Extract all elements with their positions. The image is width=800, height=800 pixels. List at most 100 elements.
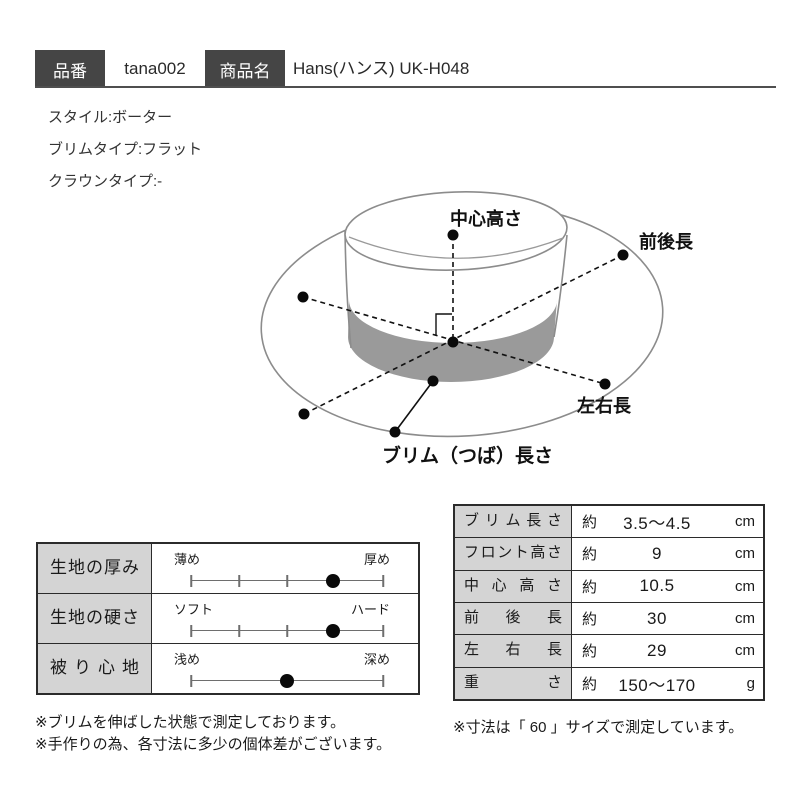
product-name-label: 商品名 bbox=[219, 61, 271, 81]
slider-min-label: 浅め bbox=[174, 652, 201, 667]
slider-min-label: ソフト bbox=[174, 602, 214, 617]
slider-row-label: 生地の硬さ bbox=[38, 594, 152, 643]
slider-scale bbox=[190, 623, 384, 638]
left-notes: ※ブリムを伸ばした状態で測定しております。 ※手作りの為、各寸法に多少の個体差が… bbox=[35, 712, 391, 756]
scale-tick bbox=[382, 624, 384, 637]
table-row: ブリム長さ 約 3.5〜4.5 cm bbox=[455, 506, 763, 539]
dot-front-back-left bbox=[298, 408, 310, 420]
note-handmade: ※手作りの為、各寸法に多少の個体差がございます。 bbox=[35, 736, 392, 753]
hat-crown-body bbox=[344, 231, 567, 343]
item-number-label: 品番 bbox=[53, 61, 87, 81]
approx-prefix: 約 bbox=[582, 578, 598, 596]
slider-value-dot bbox=[280, 673, 294, 688]
dot-front-back-right bbox=[617, 249, 629, 261]
brim-length-line bbox=[394, 380, 434, 433]
slider-value-dot bbox=[326, 623, 341, 638]
measurement-number: 29 bbox=[647, 640, 667, 660]
table-row: 左右長 約 29 cm bbox=[455, 635, 763, 668]
dot-left-right-right bbox=[599, 378, 611, 390]
measurement-value-cell: 約 150〜170 g bbox=[572, 667, 763, 699]
table-row: 重さ 約 150〜170 g bbox=[455, 667, 763, 699]
approx-prefix: 約 bbox=[582, 611, 598, 629]
dot-brim-inner bbox=[427, 375, 439, 387]
scale-tick bbox=[190, 574, 192, 587]
scale-tick bbox=[286, 574, 288, 587]
label-left-right: 左右長 bbox=[577, 395, 632, 416]
approx-prefix: 約 bbox=[582, 675, 598, 693]
table-row: 被り心地 浅め 深め bbox=[38, 644, 418, 693]
spec-brim-type: ブリムタイプ:フラット bbox=[48, 141, 203, 158]
measurement-label: 重さ bbox=[455, 667, 572, 699]
slider-minmax-labels: 薄め 厚め bbox=[174, 549, 390, 568]
slider-scale bbox=[190, 673, 384, 688]
header-underline bbox=[35, 86, 776, 88]
measurement-number: 3.5〜4.5 bbox=[623, 514, 691, 534]
table-row: 前後長 約 30 cm bbox=[455, 602, 763, 636]
slider-minmax-labels: ソフト ハード bbox=[174, 599, 390, 618]
slider-min-label: 薄め bbox=[174, 552, 201, 567]
measurement-value-cell: 約 29 cm bbox=[572, 635, 763, 667]
dot-left-right-left bbox=[297, 291, 309, 303]
right-angle-marker bbox=[435, 313, 452, 336]
slider-row-label: 被り心地 bbox=[38, 644, 152, 693]
measurement-unit: cm bbox=[735, 577, 755, 595]
slider-max-label: 厚め bbox=[363, 552, 390, 567]
approx-prefix: 約 bbox=[582, 643, 598, 661]
measurement-number: 10.5 bbox=[639, 576, 675, 596]
slider-row-label: 生地の厚み bbox=[38, 544, 152, 593]
hat-crown-rim-line bbox=[348, 236, 564, 259]
measurements-table: ブリム長さ 約 3.5〜4.5 cm フロント高さ 約 9 cm 中心高さ 約 … bbox=[453, 504, 765, 701]
slider-cell: 薄め 厚め bbox=[152, 544, 418, 593]
measurement-label: フロント高さ bbox=[455, 538, 572, 570]
slider-value-dot bbox=[326, 573, 341, 588]
measurement-value-cell: 約 30 cm bbox=[572, 602, 763, 635]
slider-minmax-labels: 浅め 深め bbox=[174, 649, 390, 668]
scale-tick bbox=[382, 674, 384, 687]
item-number-value: tana002 bbox=[124, 59, 186, 78]
measurement-unit: cm bbox=[735, 610, 755, 628]
product-name-label-box: 商品名 bbox=[205, 50, 285, 88]
measurement-value-cell: 約 10.5 cm bbox=[572, 570, 763, 602]
measurement-number: 30 bbox=[647, 608, 667, 628]
table-row: 生地の厚み 薄め 厚め bbox=[38, 544, 418, 594]
scale-tick bbox=[286, 624, 288, 637]
measurement-dots bbox=[297, 229, 629, 438]
note-size-60: ※寸法は「 60 」サイズで測定しています。 bbox=[453, 719, 744, 736]
dot-center-height-top bbox=[447, 229, 459, 241]
slider-cell: 浅め 深め bbox=[152, 644, 418, 693]
measurement-number: 9 bbox=[652, 543, 662, 563]
scale-tick bbox=[238, 624, 240, 637]
table-row: フロント高さ 約 9 cm bbox=[455, 538, 763, 571]
measurement-unit: cm bbox=[735, 513, 755, 531]
scale-tick bbox=[382, 574, 384, 587]
hat-measurement-diagram: 中心高さ 前後長 左右長 ブリム（つば）長さ bbox=[260, 191, 694, 467]
measurement-label: ブリム長さ bbox=[455, 506, 572, 538]
slider-scale bbox=[190, 573, 384, 588]
scale-tick bbox=[238, 574, 240, 587]
measurement-label: 左右長 bbox=[455, 635, 572, 667]
measurement-unit: g bbox=[746, 674, 755, 692]
label-brim-length: ブリム（つば）長さ bbox=[382, 444, 553, 467]
table-row: 生地の硬さ ソフト ハード bbox=[38, 594, 418, 644]
hat-crown-right-edge bbox=[553, 234, 568, 338]
note-brim-measured: ※ブリムを伸ばした状態で測定しております。 bbox=[35, 714, 346, 731]
item-number-label-box: 品番 bbox=[35, 50, 105, 88]
measurement-unit: cm bbox=[735, 545, 755, 563]
measurement-number: 150〜170 bbox=[618, 675, 696, 695]
fabric-feel-table: 生地の厚み 薄め 厚め 生地の硬さ ソフト ハード 被り心地 浅め bbox=[36, 542, 420, 695]
measurement-value-cell: 約 3.5〜4.5 cm bbox=[572, 506, 763, 538]
scale-tick bbox=[190, 624, 192, 637]
scale-tick bbox=[190, 674, 192, 687]
measurement-label: 前後長 bbox=[455, 602, 572, 635]
measurement-label: 中心高さ bbox=[455, 570, 572, 602]
approx-prefix: 約 bbox=[582, 514, 598, 532]
hat-crown-left-edge bbox=[344, 230, 352, 349]
approx-prefix: 約 bbox=[582, 546, 598, 564]
label-front-back: 前後長 bbox=[639, 231, 694, 252]
table-row: 中心高さ 約 10.5 cm bbox=[455, 570, 763, 603]
measurement-unit: cm bbox=[735, 642, 755, 660]
product-name-value: Hans(ハンス) UK-H048 bbox=[293, 59, 470, 78]
slider-cell: ソフト ハード bbox=[152, 594, 418, 643]
hat-band bbox=[348, 300, 557, 382]
